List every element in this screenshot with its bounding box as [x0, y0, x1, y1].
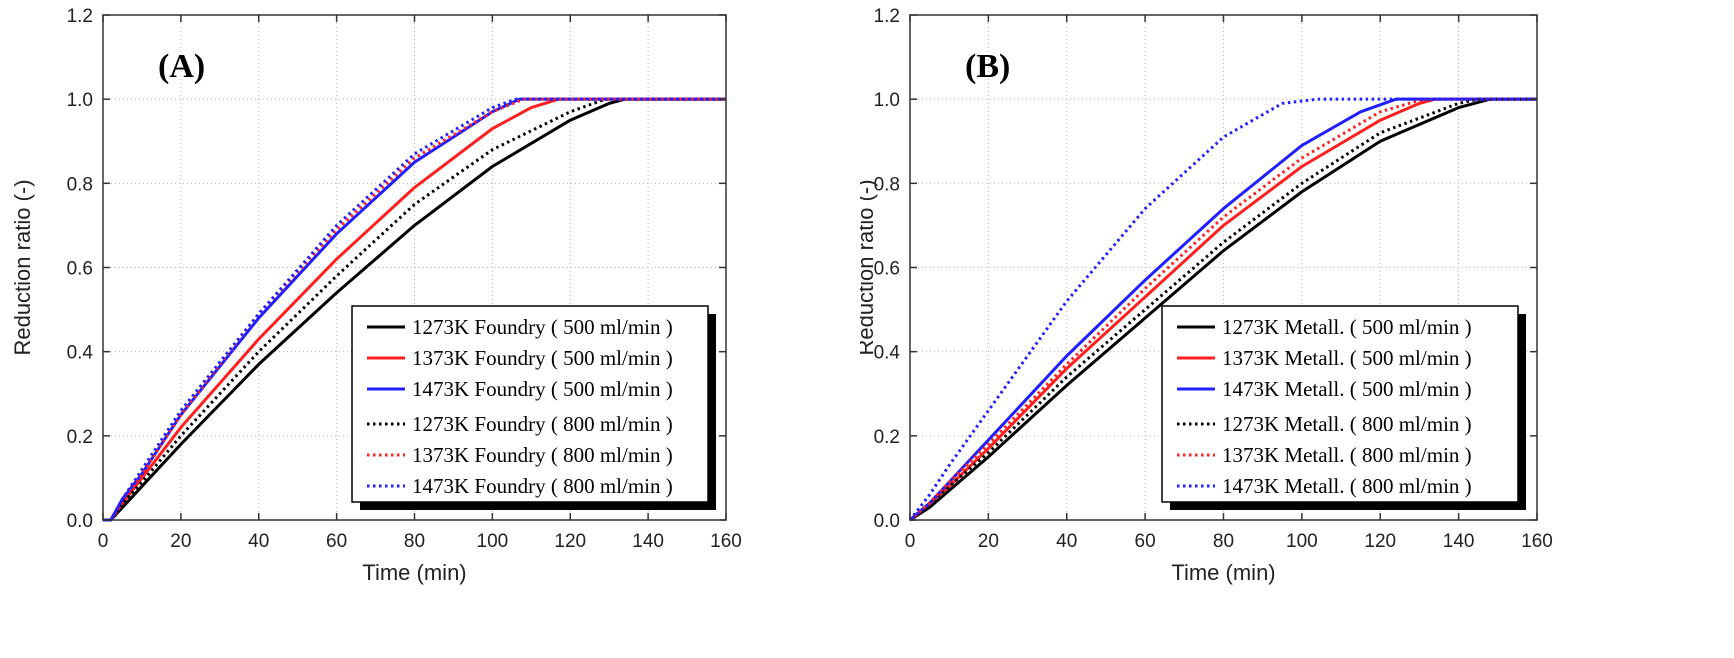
y-tick-label: 1.0 — [67, 90, 93, 111]
x-tick-label: 140 — [1443, 531, 1475, 552]
y-tick-label: 1.0 — [874, 90, 900, 111]
x-tick-label: 40 — [248, 531, 269, 552]
legend: 1273K Metall. ( 500 ml/min ) 1373K Metall… — [1161, 305, 1526, 510]
legend-label-1: 1273K Foundry ( 500 ml/min ) — [412, 315, 673, 339]
x-tick-label: 140 — [632, 531, 664, 552]
x-tick-label: 80 — [1213, 531, 1234, 552]
y-tick-label: 0.0 — [874, 511, 900, 532]
y-tick-label: 0.2 — [67, 427, 93, 448]
y-tick-label: 1.2 — [874, 6, 900, 27]
x-tick-label: 40 — [1056, 531, 1077, 552]
x-tick-label: 20 — [170, 531, 191, 552]
y-axis-title: Reduction ratio (-) — [860, 179, 878, 355]
y-tick-label: 0.4 — [67, 343, 94, 364]
y-tick-label: 0.2 — [874, 427, 900, 448]
y-tick-label: 0.6 — [874, 259, 900, 280]
x-tick-label: 100 — [1286, 531, 1318, 552]
legend-label-6: 1473K Metall. ( 800 ml/min ) — [1222, 474, 1472, 498]
y-tick-label: 0.8 — [874, 174, 900, 195]
panel-label: (B) — [965, 48, 1010, 85]
x-tick-label: 160 — [1521, 531, 1553, 552]
legend-label-4: 1273K Foundry ( 800 ml/min ) — [412, 412, 673, 436]
x-tick-label: 60 — [1135, 531, 1156, 552]
x-axis-title: Time (min) — [1171, 560, 1275, 585]
legend-label-4: 1273K Metall. ( 800 ml/min ) — [1222, 412, 1472, 436]
series-line-1 — [103, 97, 726, 522]
legend-label-5: 1373K Foundry ( 800 ml/min ) — [412, 443, 673, 467]
y-axis-title: Reduction ratio (-) — [10, 179, 35, 355]
y-tick-label: 0.8 — [67, 174, 93, 195]
series-line-6 — [908, 97, 1537, 521]
legend: 1273K Foundry ( 500 ml/min ) 1373K Foundr… — [351, 305, 716, 510]
x-tick-label: 20 — [978, 531, 999, 552]
x-axis-title: Time (min) — [362, 560, 466, 585]
series-line-6 — [103, 97, 726, 522]
series-line-1 — [909, 97, 1537, 522]
chart-panel-a: 0 20 40 60 80 100 120 140 160 0.0 0.2 0.4 0.6 0.8 1.0 1… — [10, 6, 742, 585]
panel-label: (A) — [158, 48, 205, 85]
x-tick-label: 60 — [326, 531, 347, 552]
chart-panel-b: 0 20 40 60 80 100 120 140 160 0.0 0.2 0.4 0.6 0.8 1.0 1… — [860, 6, 1553, 585]
series-line-4 — [909, 97, 1537, 522]
x-tick-label: 0 — [905, 531, 916, 552]
y-tick-label: 0.4 — [874, 343, 901, 364]
legend-box — [1161, 305, 1519, 503]
legend-label-3: 1473K Foundry ( 500 ml/min ) — [412, 377, 673, 401]
y-tick-label: 0.0 — [67, 511, 93, 532]
x-tick-label: 100 — [477, 531, 509, 552]
legend-box — [351, 305, 709, 503]
legend-label-2: 1373K Foundry ( 500 ml/min ) — [412, 346, 673, 370]
series-line-5 — [103, 97, 726, 522]
grid — [910, 15, 1537, 520]
series-line-5 — [909, 97, 1537, 522]
x-tick-label: 120 — [1364, 531, 1396, 552]
x-tick-label: 160 — [710, 531, 742, 552]
series-line-3 — [909, 97, 1537, 522]
series-line-2 — [909, 97, 1537, 522]
x-tick-label: 80 — [404, 531, 425, 552]
legend-label-6: 1473K Foundry ( 800 ml/min ) — [412, 474, 673, 498]
series-line-4 — [103, 97, 726, 522]
legend-label-3: 1473K Metall. ( 500 ml/min ) — [1222, 377, 1472, 401]
legend-label-2: 1373K Metall. ( 500 ml/min ) — [1222, 346, 1472, 370]
legend-label-1: 1273K Metall. ( 500 ml/min ) — [1222, 315, 1472, 339]
x-tick-label: 0 — [98, 531, 109, 552]
x-tick-label: 120 — [554, 531, 586, 552]
legend-label-5: 1373K Metall. ( 800 ml/min ) — [1222, 443, 1472, 467]
y-tick-label: 1.2 — [67, 6, 93, 27]
y-tick-label: 0.6 — [67, 259, 93, 280]
